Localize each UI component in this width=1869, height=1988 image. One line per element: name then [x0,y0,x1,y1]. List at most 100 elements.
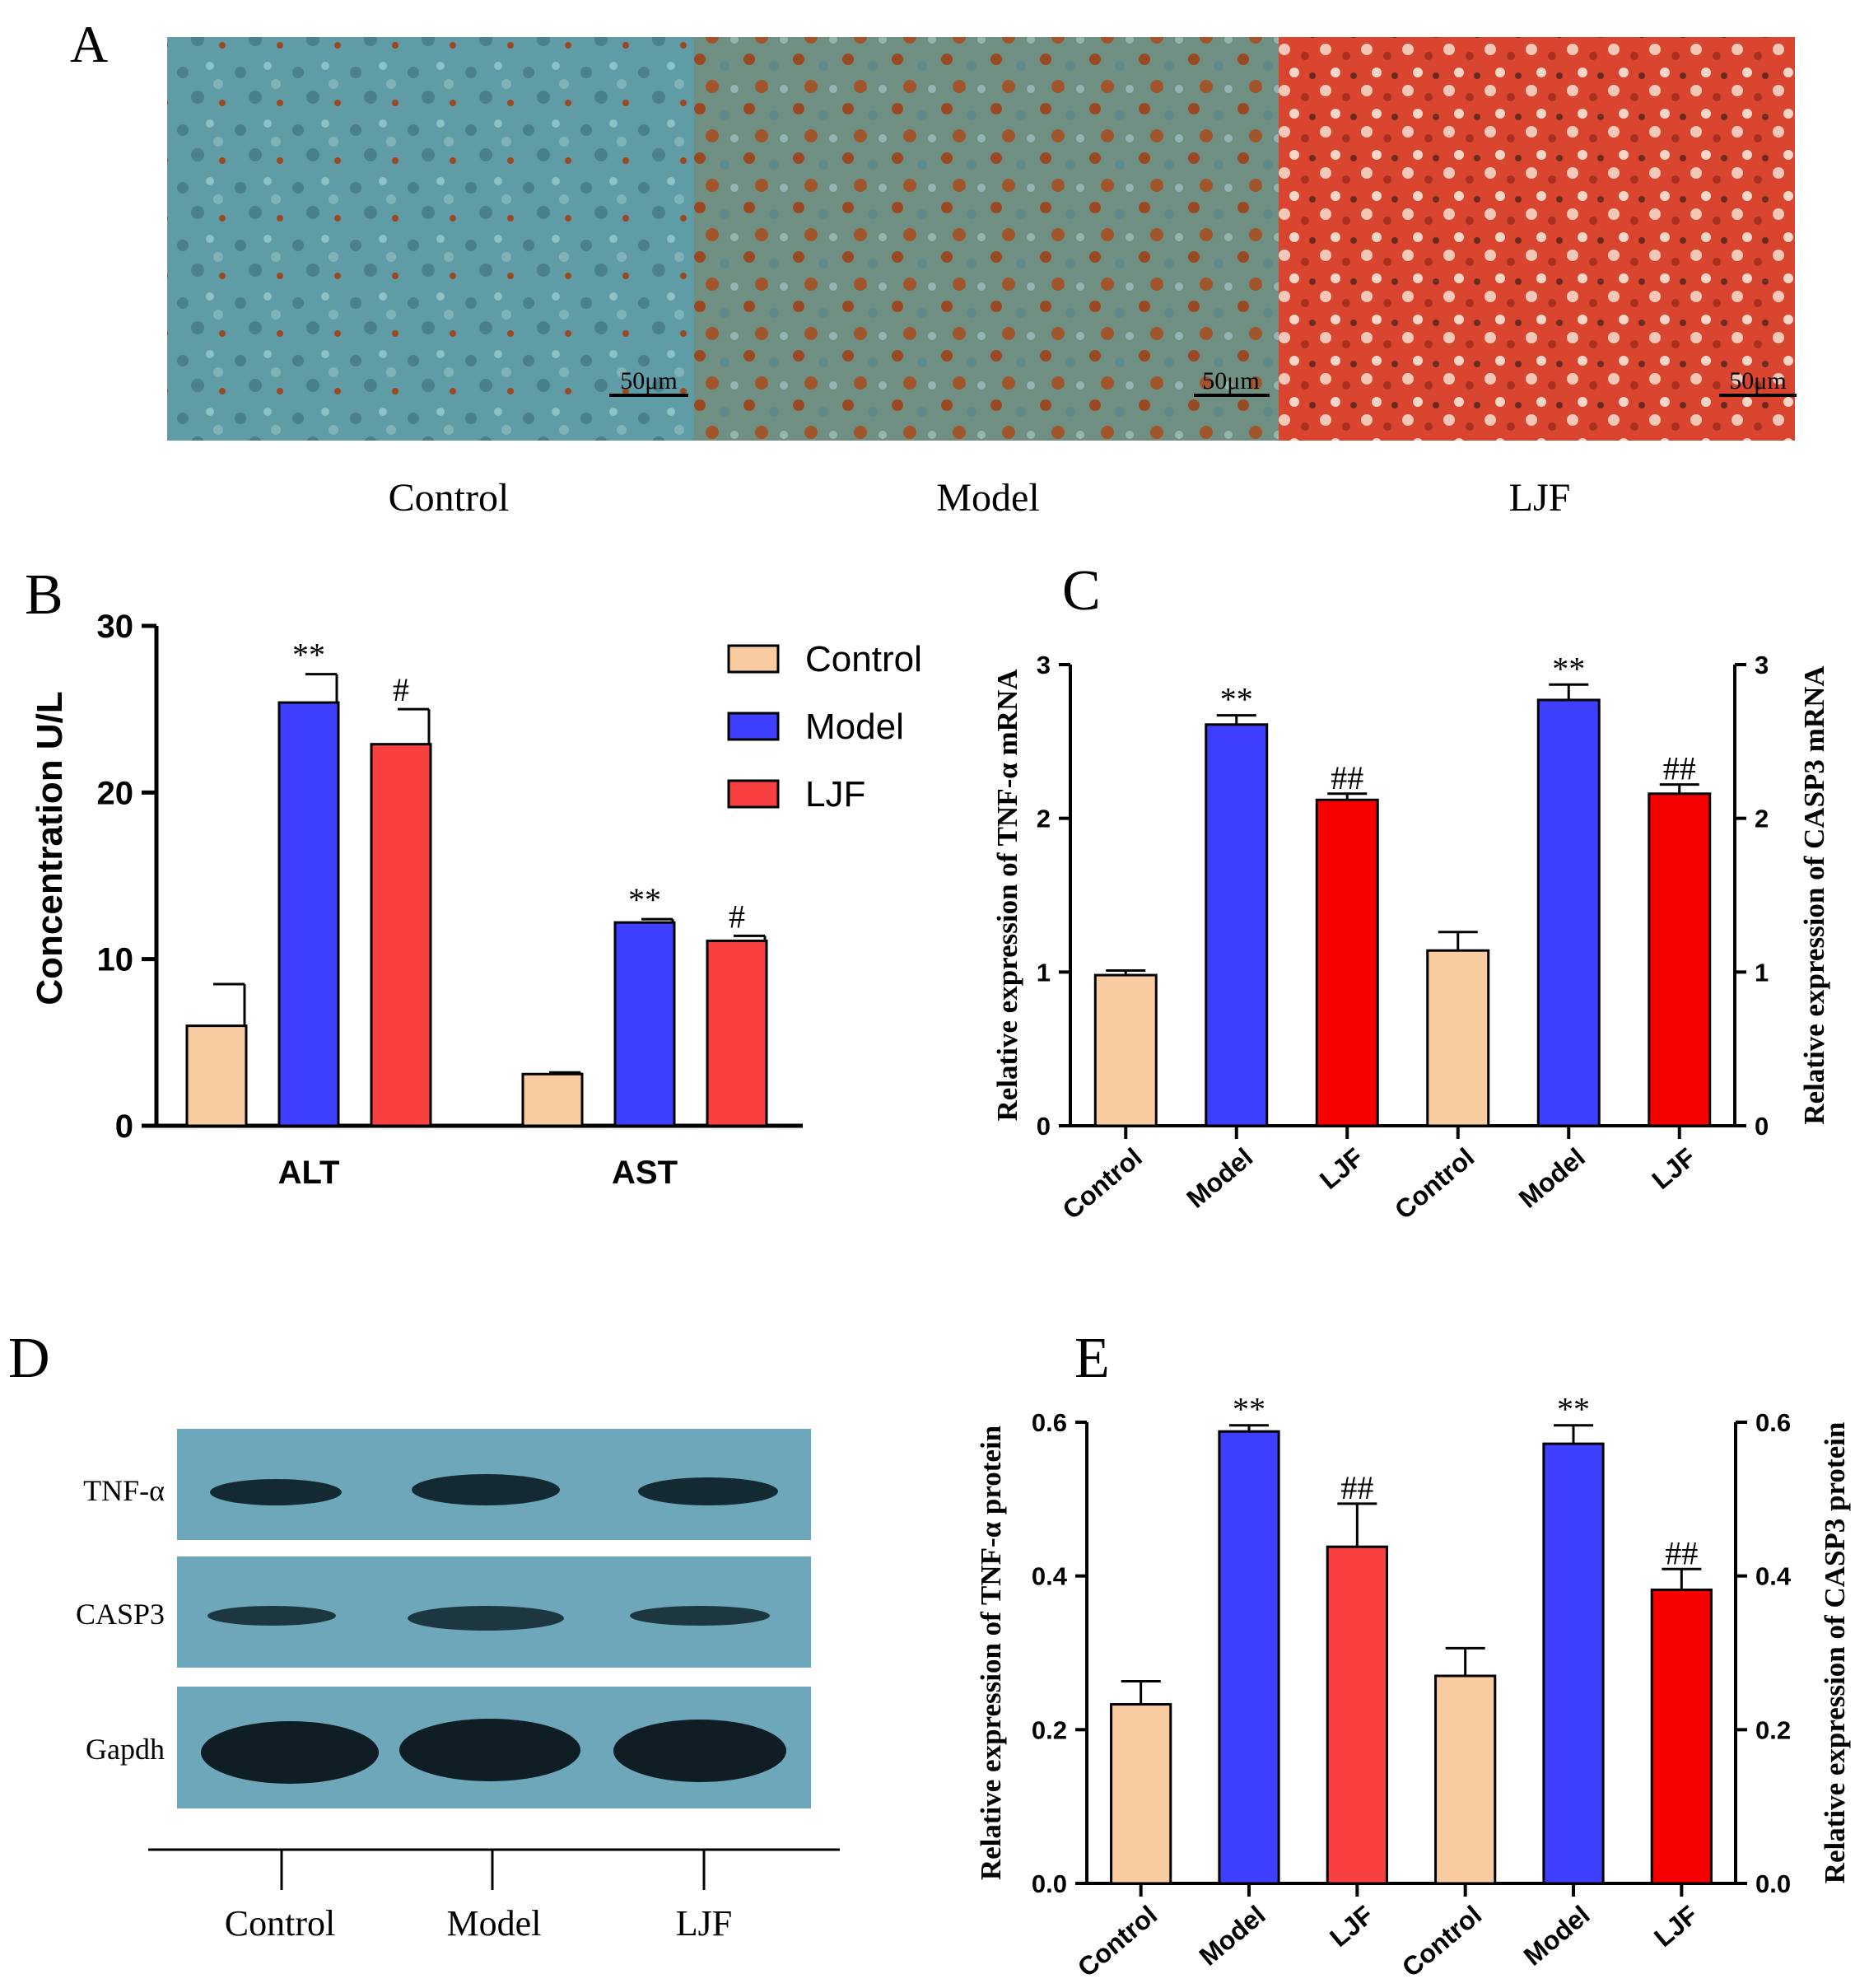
b-y-tick-label: 20 [97,775,134,811]
c-category-label-control: Control [1056,1142,1147,1225]
b-legend-swatch-control [727,644,780,674]
e-category-label-ljf: LJF [1648,1900,1704,1953]
b-y-tick-label: 10 [97,942,134,978]
e-y-tick-label-right: 0.6 [1755,1408,1791,1437]
scale-bar-text-model: 50μm [1202,367,1259,394]
panel-e: E 0.0 0.0 0.2 0.2 0.4 0.4 0.6 0.6 Relative expre… [975,1327,1851,1982]
c-y-axis-title-right: Relative expression of CASP3 mRNA [1798,665,1830,1125]
c-significance-mark: ** [1220,681,1253,718]
e-bar-ljf-casp3 [1650,1588,1713,1885]
lane-label-ljf: LJF [676,1903,732,1944]
b-legend-swatch-model [727,712,780,741]
b-bar-control-alt [185,1024,248,1127]
c-category-label-model: Model [1513,1142,1591,1214]
b-significance-mark: # [729,898,745,935]
e-bar-model-casp3 [1542,1442,1605,1885]
c-y-tick-label-right: 2 [1755,805,1769,833]
e-bar-ljf-tnf [1326,1545,1388,1885]
group-label-model: Model [936,476,1039,520]
c-bar-ljf-casp3 [1648,792,1712,1127]
e-category-label-ljf: LJF [1324,1900,1379,1953]
band-tnf-control [210,1479,342,1505]
b-significance-mark: ** [628,881,661,918]
e-bar-model-tnf [1218,1430,1280,1885]
panel-a: A 50μm 50μm 50μm Control Model LJF [70,15,1797,520]
e-significance-mark: ** [1557,1391,1590,1428]
scale-bar-text-control: 50μm [620,367,677,394]
b-y-tick-label: 0 [115,1108,133,1145]
e-significance-mark: ## [1665,1534,1698,1571]
c-y-tick-label-right: 3 [1755,651,1769,679]
band-tnf-ljf [638,1477,778,1505]
band-casp3-control [207,1606,336,1626]
b-legend-label-ljf: LJF [805,774,865,814]
e-significance-mark: ## [1340,1469,1373,1506]
micrograph-control [167,37,694,441]
e-bar-control-tnf [1110,1703,1172,1885]
c-bar-model-casp3 [1536,698,1601,1127]
e-y-tick-label-right: 0.0 [1755,1869,1791,1898]
c-bar-control-tnf [1093,973,1158,1127]
e-y-tick-label-left: 0.0 [1032,1869,1067,1898]
e-y-axis-title-left: Relative expression of TNF-α protein [975,1426,1007,1880]
b-y-axis-title: Concentration U/L [30,691,70,1005]
e-y-tick-label-left: 0.6 [1032,1408,1067,1437]
e-y-tick-label-right: 0.4 [1755,1562,1792,1591]
c-y-tick-label-right: 0 [1755,1112,1769,1141]
c-y-tick-label-right: 1 [1755,958,1769,987]
panel-c: C 0 0 1 1 2 2 3 3 Relative expression of TNF-α m… [991,559,1830,1225]
band-tnf-model [412,1474,560,1505]
b-bar-ljf-ast [706,939,768,1127]
e-y-tick-label-left: 0.4 [1032,1562,1068,1591]
c-category-label-control: Control [1389,1142,1480,1225]
c-significance-mark: ## [1331,759,1363,796]
blot-label-gapdh: Gapdh [86,1733,165,1766]
c-bar-model-tnf [1205,723,1269,1127]
b-significance-mark: # [393,671,409,708]
e-category-label-control: Control [1396,1900,1487,1983]
c-y-axis-title-left: Relative expression of TNF-α mRNA [991,669,1023,1122]
e-category-label-model: Model [1194,1900,1271,1972]
e-category-label-model: Model [1518,1900,1596,1972]
panel-b: B 0 10 20 30 Concentration U/L ALT AST Control *… [25,563,922,1191]
panel-c-label: C [1062,559,1101,623]
e-y-axis-title-right: Relative expression of CASP3 protein [1819,1422,1851,1884]
c-bar-ljf-tnf [1315,798,1379,1127]
b-legend-label-model: Model [805,707,904,747]
b-bar-ljf-alt [370,743,432,1127]
c-significance-mark: ** [1552,650,1585,687]
c-bar-control-casp3 [1426,949,1490,1127]
b-legend-swatch-ljf [727,779,780,809]
group-label-ljf: LJF [1509,476,1571,520]
panel-a-label: A [70,15,108,73]
c-y-tick-label-left: 0 [1037,1112,1051,1141]
micrograph-model [694,37,1279,441]
band-gapdh-ljf [613,1720,786,1782]
c-y-tick-label-left: 3 [1037,651,1051,679]
c-y-tick-label-left: 1 [1037,958,1051,987]
band-gapdh-control [201,1721,379,1784]
blot-label-tnf: TNF-α [83,1474,165,1507]
micrograph-ljf [1279,37,1795,441]
b-y-tick-label: 30 [97,609,134,645]
b-bar-control-ast [521,1072,584,1127]
e-significance-mark: ** [1233,1391,1265,1428]
c-significance-mark: ## [1663,750,1696,787]
lane-label-model: Model [447,1903,542,1944]
b-bar-model-ast [613,921,676,1127]
lane-label-control: Control [225,1903,335,1944]
chart-e: 0.0 0.0 0.2 0.2 0.4 0.4 0.6 0.6 Relative express… [975,1391,1851,1983]
b-legend-label-control: Control [805,639,922,679]
panel-d-label: D [8,1327,50,1390]
b-category-label-alt: ALT [278,1155,340,1191]
band-gapdh-model [399,1719,580,1781]
panel-e-label: E [1074,1327,1110,1390]
e-y-tick-label-right: 0.2 [1755,1715,1791,1744]
panel-d: D TNF-α CASP3 Gapdh Control Model LJF [8,1327,840,1944]
b-bar-model-alt [277,701,340,1127]
b-category-label-ast: AST [612,1155,678,1191]
e-category-label-control: Control [1072,1900,1163,1983]
chart-b: 0 10 20 30 Concentration U/L ALT AST Control ** *… [30,609,922,1191]
blot-label-casp3: CASP3 [76,1598,165,1631]
